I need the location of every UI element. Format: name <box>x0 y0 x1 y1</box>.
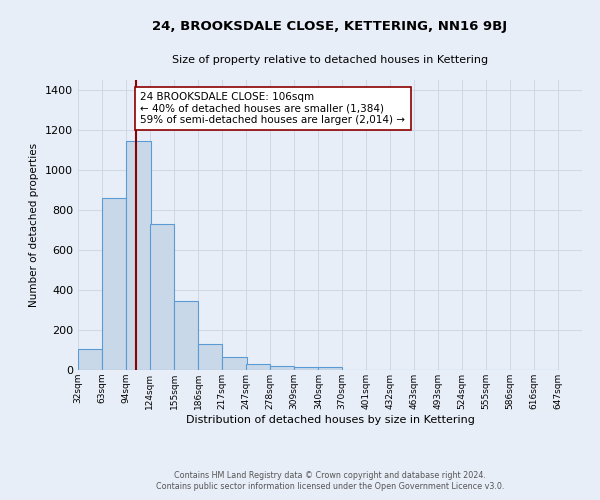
Text: 24 BROOKSDALE CLOSE: 106sqm
← 40% of detached houses are smaller (1,384)
59% of : 24 BROOKSDALE CLOSE: 106sqm ← 40% of det… <box>140 92 406 125</box>
Bar <box>270 366 294 370</box>
Text: Size of property relative to detached houses in Kettering: Size of property relative to detached ho… <box>172 55 488 65</box>
Bar <box>223 358 247 370</box>
X-axis label: Distribution of detached houses by size in Kettering: Distribution of detached houses by size … <box>185 414 475 424</box>
Bar <box>318 367 343 370</box>
Bar <box>294 366 318 370</box>
Bar <box>78 349 102 370</box>
Bar <box>102 198 127 370</box>
Bar <box>127 141 151 370</box>
Text: 24, BROOKSDALE CLOSE, KETTERING, NN16 9BJ: 24, BROOKSDALE CLOSE, KETTERING, NN16 9B… <box>152 20 508 33</box>
Text: Contains HM Land Registry data © Crown copyright and database right 2024.: Contains HM Land Registry data © Crown c… <box>174 471 486 480</box>
Text: Contains public sector information licensed under the Open Government Licence v3: Contains public sector information licen… <box>156 482 504 491</box>
Bar <box>150 224 174 370</box>
Bar <box>246 364 270 370</box>
Y-axis label: Number of detached properties: Number of detached properties <box>29 143 40 307</box>
Bar <box>198 344 223 370</box>
Bar <box>174 301 198 370</box>
